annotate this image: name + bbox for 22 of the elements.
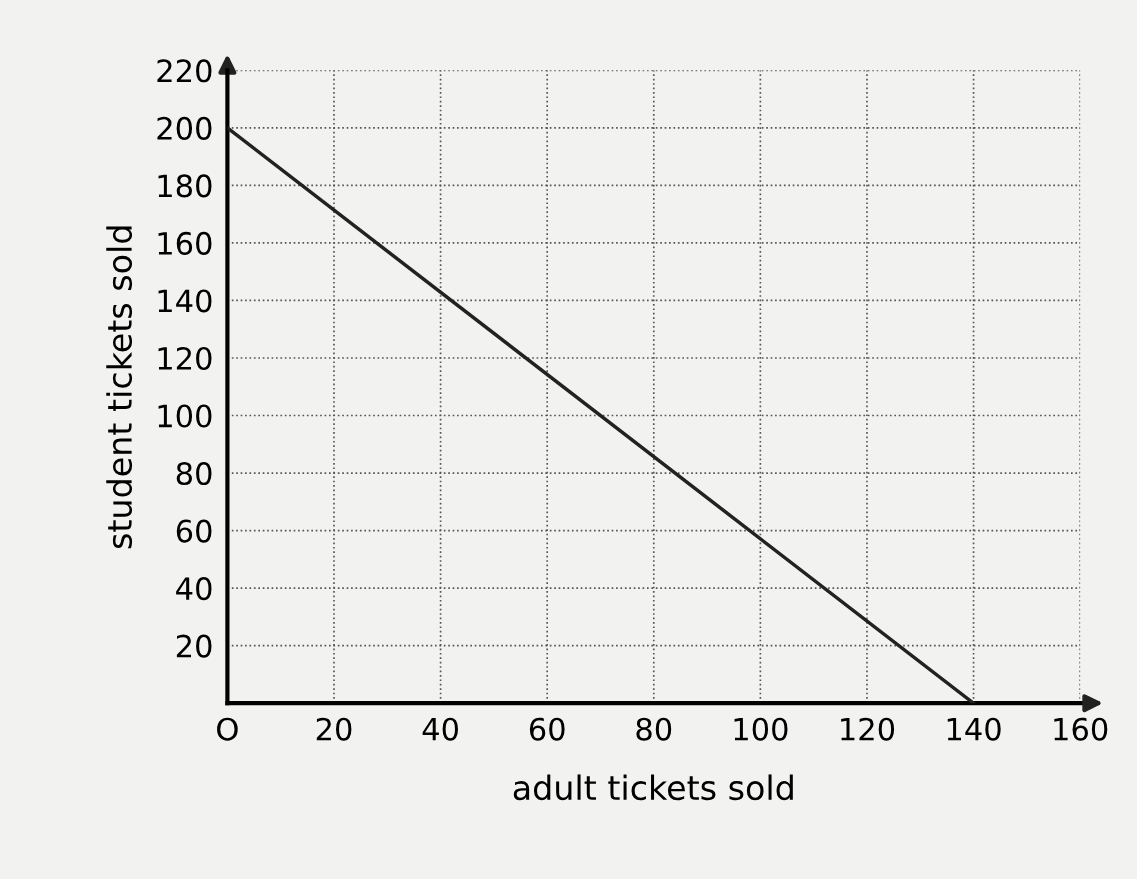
y-tick-label: 20 xyxy=(176,634,212,658)
x-tick-label: 60 xyxy=(529,717,565,741)
y-tick-label: 80 xyxy=(176,461,212,486)
y-tick-label: 220 xyxy=(157,59,212,83)
y-tick-label: 160 xyxy=(158,231,212,255)
x-tick-label: 20 xyxy=(316,717,352,741)
x-tick-label: 160 xyxy=(1054,717,1108,741)
x-tick-label: 40 xyxy=(422,717,458,741)
y-tick-label: 200 xyxy=(157,116,212,140)
x-tick-label: 140 xyxy=(947,717,1001,741)
y-tick-label: 60 xyxy=(176,519,212,543)
x-tick-label: 80 xyxy=(636,717,672,741)
y-tick-label: 180 xyxy=(158,174,212,198)
x-tick-label: 120 xyxy=(841,717,895,741)
y-tick-label: 140 xyxy=(158,289,212,313)
y-tick-label: 120 xyxy=(158,346,212,371)
y-tick-label: 100 xyxy=(158,404,212,428)
x-axis-title: adult tickets sold xyxy=(513,774,793,801)
y-axis-title: student tickets sold xyxy=(106,226,133,549)
x-tick-label: O xyxy=(217,717,238,741)
y-tick-label: 40 xyxy=(176,577,212,601)
x-tick-label: 100 xyxy=(734,717,788,741)
